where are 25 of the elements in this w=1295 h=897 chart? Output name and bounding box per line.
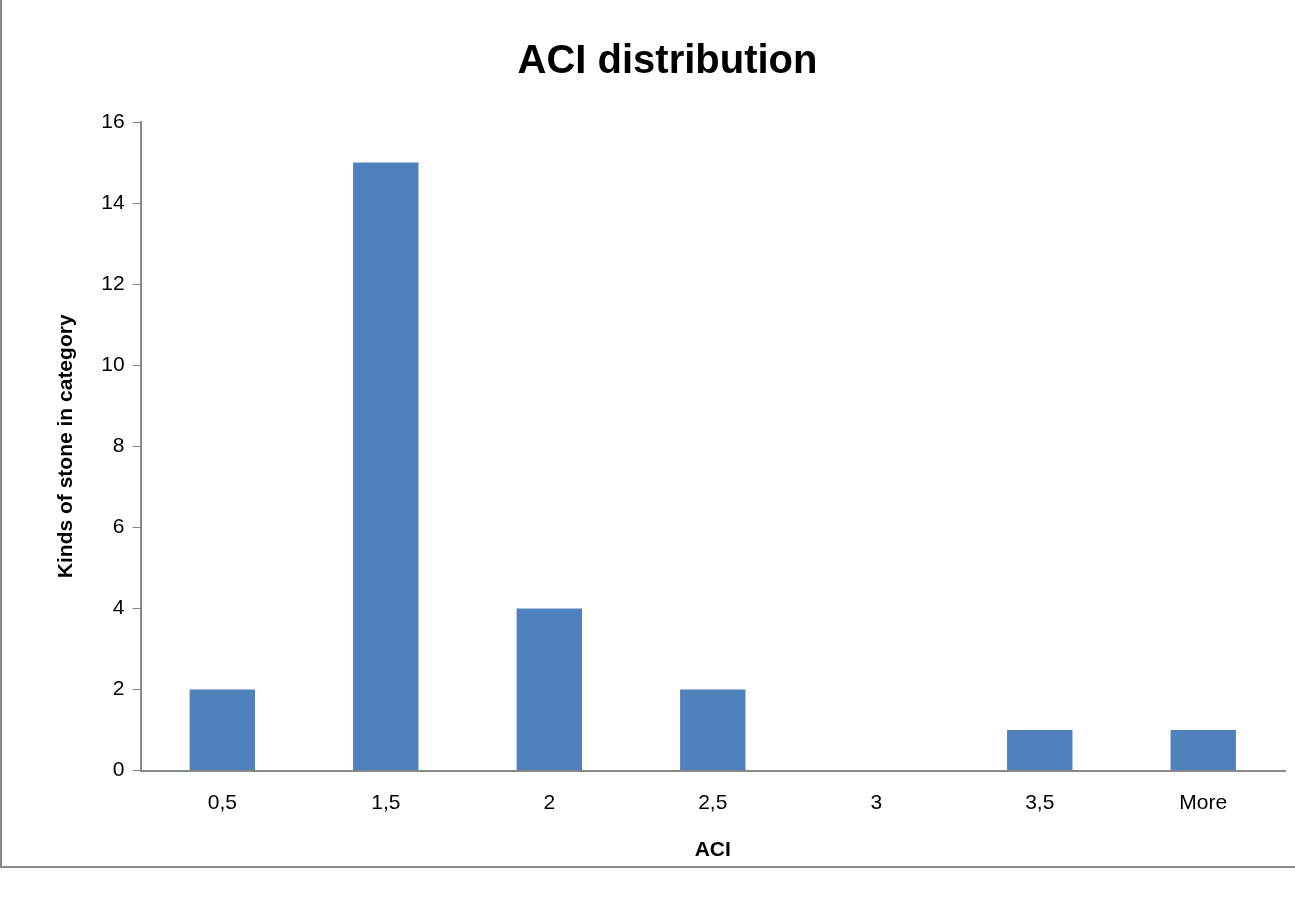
x-tick-label: 2 [543,790,556,813]
bar [516,608,582,771]
x-tick-label: 0,5 [207,790,237,813]
y-tick-label: 10 [101,352,125,376]
x-tick-label: More [1179,790,1228,813]
y-tick-label: 2 [112,676,125,700]
y-tick-label: 8 [112,433,125,457]
x-tick-label: 2,5 [698,790,728,813]
y-tick-label: 12 [101,270,125,294]
x-tick-label: 1,5 [371,790,401,813]
chart-title: ACI distribution [517,37,818,82]
bar [1007,730,1073,771]
x-tick-label: 3 [870,790,883,813]
bar [353,162,419,771]
bar [1170,730,1236,771]
x-axis-title: ACI [694,837,731,861]
y-tick-label: 16 [101,108,125,132]
y-tick-label: 0 [112,757,125,781]
y-tick-label: 4 [112,595,125,619]
bar [189,689,255,771]
x-tick-label: 3,5 [1025,790,1055,813]
y-tick-label: 14 [101,189,125,213]
bar [680,689,746,771]
y-axis-title: Kinds of stone in category [53,314,77,579]
y-tick-label: 6 [112,514,125,538]
